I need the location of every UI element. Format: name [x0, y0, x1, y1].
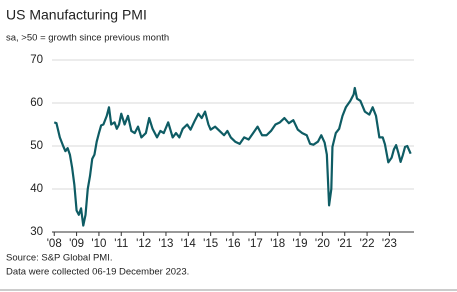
- x-tick-label: '16: [226, 238, 241, 250]
- x-tick-label: '23: [382, 238, 397, 250]
- x-tick-label: '15: [203, 238, 218, 250]
- x-tick-label: '11: [114, 238, 128, 250]
- pmi-line: [53, 86, 412, 227]
- x-tick-label: '20: [315, 238, 330, 250]
- chart-subtitle: sa, >50 = growth since previous month: [6, 33, 169, 44]
- x-tick-label: '10: [91, 238, 106, 250]
- y-tick-label: 50: [30, 140, 43, 152]
- x-tick-label: '12: [136, 238, 151, 250]
- chart-title: US Manufacturing PMI: [6, 7, 147, 23]
- y-tick-label: 60: [30, 97, 43, 109]
- x-tick-label: '09: [69, 238, 84, 250]
- x-tick-label: '19: [293, 238, 308, 250]
- y-tick-label: 30: [30, 226, 43, 238]
- x-tick-label: '22: [360, 238, 375, 250]
- source-note: Source: S&P Global PMI.: [6, 253, 113, 264]
- x-tick-label: '13: [158, 238, 173, 250]
- collection-note: Data were collected 06-19 December 2023.: [6, 267, 189, 278]
- x-tick-label: '18: [270, 238, 285, 250]
- y-tick-label: 40: [30, 183, 43, 195]
- y-tick-label: 70: [30, 54, 43, 66]
- x-tick-label: '21: [337, 238, 352, 250]
- x-tick-label: '08: [47, 238, 62, 250]
- x-tick-label: '14: [181, 238, 197, 250]
- x-tick-label: '17: [248, 238, 263, 250]
